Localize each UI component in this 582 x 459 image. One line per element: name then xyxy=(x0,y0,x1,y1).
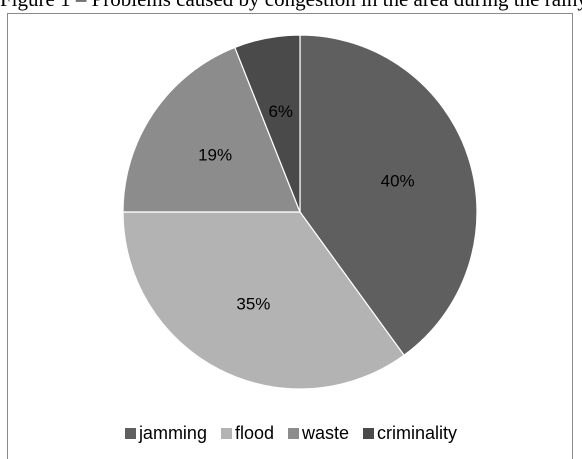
legend-label-criminality: criminality xyxy=(377,423,458,443)
pie-slice-flood xyxy=(122,211,405,390)
legend-swatch-jamming xyxy=(124,428,136,439)
legend-swatch-waste xyxy=(288,428,300,439)
data-label-criminality: 6% xyxy=(268,102,293,121)
pie-slice-waste xyxy=(122,46,301,213)
pie-slice-jamming xyxy=(299,34,478,357)
legend-swatch-criminality xyxy=(363,428,375,439)
pie-slices xyxy=(122,34,478,390)
legend-label-waste: waste xyxy=(302,423,350,443)
chart-frame xyxy=(7,13,573,459)
legend-item-waste: waste xyxy=(288,423,349,444)
data-label-flood: 35% xyxy=(236,294,270,313)
legend-label-flood: flood xyxy=(234,423,275,443)
data-label-waste: 19% xyxy=(198,145,232,164)
legend-item-flood: flood xyxy=(220,423,275,444)
pie-data-labels: 40% 35% 19% 6% xyxy=(198,102,415,313)
chart-legend: jamming flood waste criminality xyxy=(0,423,582,444)
legend-swatch-flood xyxy=(220,428,232,439)
pie-slice-criminality xyxy=(234,34,301,213)
legend-item-jamming: jamming xyxy=(124,423,207,444)
legend-label-jamming: jamming xyxy=(138,423,207,443)
figure-header-text: Figure 1 – Problems caused by congestion… xyxy=(0,0,582,12)
legend-item-criminality: criminality xyxy=(363,423,457,444)
data-label-jamming: 40% xyxy=(381,171,415,190)
